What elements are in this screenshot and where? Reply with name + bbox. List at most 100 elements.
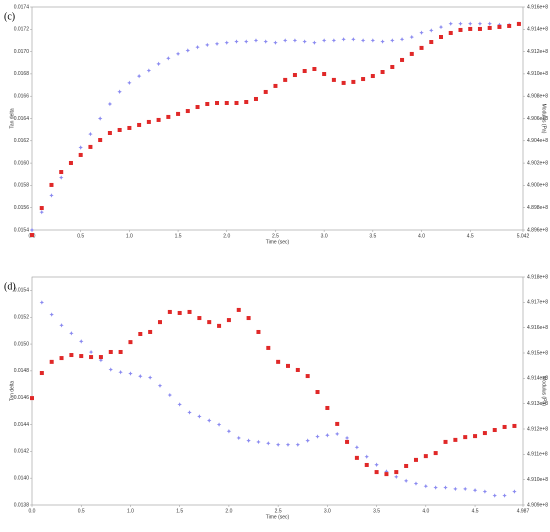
y2-tick-label: 4.900e+8: [527, 183, 548, 189]
x-axis-title: Time (sec): [266, 514, 290, 520]
tan-delta-point: [312, 40, 317, 45]
tan-delta-point: [156, 61, 161, 67]
x-tick-label: 1.5: [175, 233, 182, 239]
tan-delta-point: [360, 38, 366, 43]
x-tick-label: 4.987: [517, 508, 530, 514]
plot-frame: [31, 276, 524, 506]
tan-delta-point: [394, 474, 399, 480]
x-tick-label: 1.5: [176, 508, 183, 514]
tan-delta-point: [128, 371, 133, 376]
tan-delta-point: [364, 454, 369, 459]
tan-delta-point: [39, 209, 44, 215]
tan-delta-point: [433, 485, 438, 490]
x-tick-label: 4.5: [472, 508, 479, 514]
tan-delta-point: [335, 431, 340, 437]
modulus-point: [167, 309, 172, 314]
tan-delta-point: [253, 38, 259, 43]
modulus-point: [157, 320, 162, 325]
modulus-point: [217, 323, 222, 328]
y2-tick-label: 4.911e+8: [527, 452, 548, 458]
modulus-point: [335, 421, 340, 426]
y-tick-label: 0.0162: [14, 138, 30, 144]
y-tick-label: 0.0154: [14, 288, 30, 294]
tan-delta-point: [384, 469, 389, 474]
tan-delta-point: [236, 435, 241, 441]
y-tick-label: 0.0138: [14, 502, 30, 508]
modulus-point: [361, 77, 366, 82]
modulus-point: [244, 99, 249, 104]
modulus-point: [354, 455, 359, 460]
y2-tick-label: 4.915e+8: [527, 350, 548, 356]
tan-delta-point: [458, 21, 463, 26]
tan-delta-point: [468, 21, 473, 26]
tan-delta-point: [370, 38, 376, 43]
panel-label: (c): [4, 11, 15, 22]
tan-delta-point: [477, 21, 483, 26]
tan-delta-point: [390, 38, 395, 43]
modulus-point: [148, 329, 153, 334]
modulus-point: [331, 77, 336, 82]
tan-delta-point: [166, 56, 171, 61]
tan-delta-point: [295, 442, 301, 447]
tan-delta-point: [463, 486, 468, 492]
y2-tick-label: 4.916e+8: [527, 4, 548, 10]
tan-delta-point: [321, 38, 327, 43]
tan-delta-point: [146, 68, 152, 73]
y2-tick-label: 4.909e+8: [527, 502, 548, 508]
tan-delta-point: [88, 349, 94, 355]
modulus-point: [59, 170, 64, 175]
modulus-point: [468, 26, 473, 31]
tan-delta-point: [354, 445, 360, 450]
y2-tick-label: 4.912e+8: [527, 426, 548, 432]
x-tick-label: 0.0: [29, 508, 36, 514]
modulus-point: [305, 374, 310, 379]
tan-delta-point: [453, 486, 458, 492]
modulus-point: [443, 439, 448, 444]
modulus-point: [458, 27, 463, 32]
tan-delta-point: [234, 39, 239, 44]
y-tick-label: 0.0168: [14, 71, 30, 77]
modulus-point: [176, 111, 181, 116]
tan-delta-point: [331, 38, 337, 43]
modulus-point: [49, 182, 54, 187]
y2-tick-label: 4.912e+8: [527, 49, 548, 55]
x-tick-label: 1.0: [127, 508, 134, 514]
y2-tick-label: 4.914e+8: [527, 27, 548, 33]
modulus-point: [177, 310, 182, 315]
modulus-point: [384, 472, 389, 477]
tan-delta-point: [79, 339, 84, 344]
tan-delta-point: [224, 40, 229, 45]
modulus-point: [400, 57, 405, 62]
modulus-point: [453, 437, 458, 442]
x-tick-label: 2.5: [275, 508, 282, 514]
tan-delta-point: [413, 481, 419, 486]
tan-delta-point: [487, 21, 492, 26]
tan-delta-point: [482, 489, 488, 494]
modulus-point: [512, 423, 517, 428]
modulus-point: [146, 119, 151, 124]
tan-delta-point: [275, 442, 281, 447]
modulus-point: [439, 34, 444, 39]
modulus-point: [285, 363, 290, 368]
tan-delta-point: [226, 429, 232, 434]
tan-delta-point: [502, 493, 507, 498]
tan-delta-point: [29, 227, 35, 233]
modulus-point: [30, 233, 34, 238]
modulus-point: [370, 74, 375, 79]
tan-delta-point: [167, 392, 173, 398]
tan-delta-point: [127, 80, 132, 86]
modulus-point: [492, 428, 497, 433]
tan-delta-point: [147, 375, 153, 380]
y-tick-label: 0.0154: [14, 227, 30, 233]
modulus-point: [463, 435, 468, 440]
modulus-point: [423, 454, 428, 459]
x-tick-label: 0.5: [77, 233, 84, 239]
modulus-point: [226, 318, 231, 323]
modulus-point: [394, 470, 399, 475]
tan-delta-point: [512, 489, 517, 494]
modulus-point: [166, 114, 171, 119]
tan-delta-point: [175, 51, 181, 57]
modulus-point: [236, 307, 241, 312]
x-axis-title: Time (sec): [266, 239, 290, 245]
modulus-point: [207, 320, 212, 325]
